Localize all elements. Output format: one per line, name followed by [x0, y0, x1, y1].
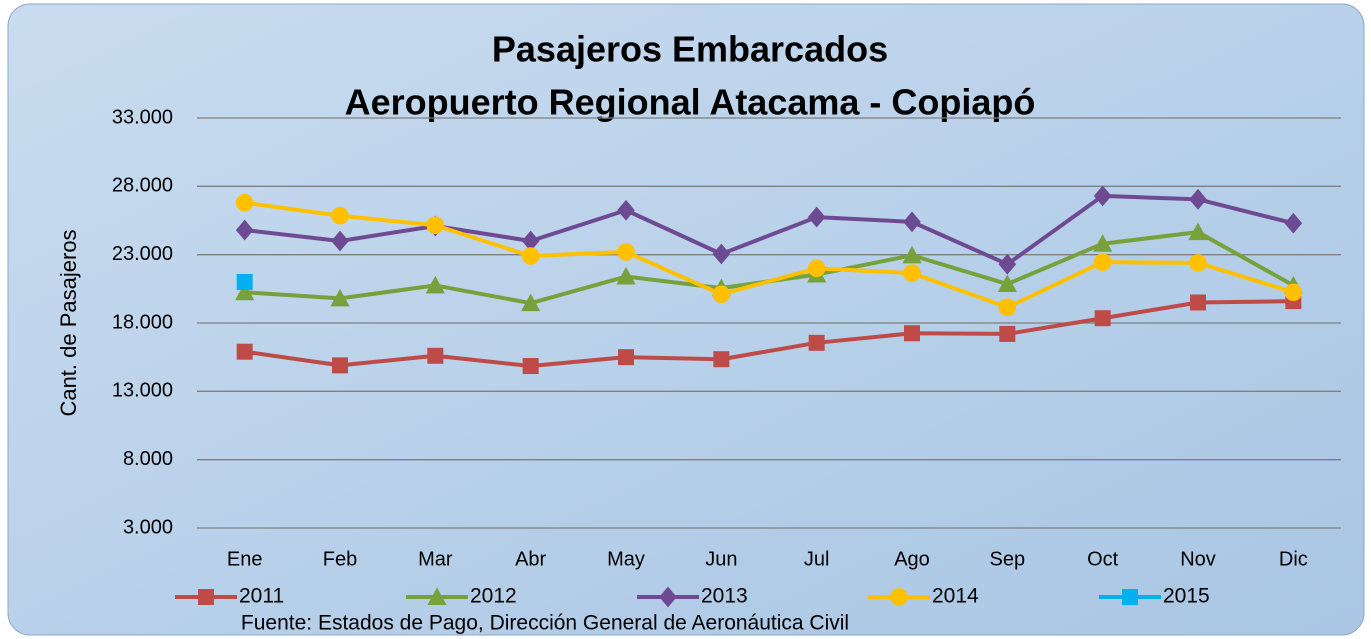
marker: [236, 274, 253, 290]
chart-subtitle: Aeropuerto Regional Atacama - Copiapó: [345, 82, 1036, 123]
marker: [331, 230, 349, 252]
y-tick-label: 13.000: [112, 380, 173, 402]
legend-label: 2015: [1163, 585, 1210, 608]
marker: [1188, 222, 1208, 241]
y-tick-label: 23.000: [112, 243, 173, 265]
marker: [807, 206, 826, 228]
marker: [1094, 310, 1111, 327]
legend-label: 2014: [932, 585, 979, 608]
marker: [616, 266, 636, 285]
x-tick-label: Nov: [1180, 548, 1216, 570]
marker: [332, 357, 348, 374]
y-axis-label: Cant. de Pasajeros: [56, 229, 81, 416]
marker: [521, 247, 540, 265]
marker: [235, 282, 255, 301]
marker: [1093, 185, 1112, 207]
legend-label: 2011: [239, 585, 284, 608]
legend-label: 2013: [701, 585, 748, 608]
marker: [236, 343, 253, 360]
marker: [1284, 283, 1303, 302]
series-line: [244, 193, 1294, 267]
source-note: Fuente: Estados de Pago, Dirección Gener…: [241, 612, 849, 635]
series-line: [244, 299, 1294, 369]
marker: [617, 199, 635, 221]
marker: [659, 586, 677, 608]
y-tick-label: 3.000: [123, 516, 173, 538]
y-tick-label: 28.000: [112, 175, 173, 197]
marker: [1284, 212, 1303, 234]
marker: [712, 285, 731, 304]
marker: [235, 193, 254, 212]
x-tick-label: Jul: [804, 548, 830, 570]
marker: [807, 259, 826, 278]
x-tick-label: Mar: [418, 548, 453, 570]
marker: [808, 334, 825, 351]
marker: [1190, 294, 1206, 311]
marker: [713, 351, 730, 368]
marker: [999, 325, 1016, 342]
marker: [521, 293, 541, 312]
marker: [903, 211, 921, 233]
x-tick-label: Sep: [990, 548, 1026, 570]
chart-title: Pasajeros Embarcados: [492, 29, 888, 70]
y-tick-label: 8.000: [123, 448, 173, 470]
marker: [1189, 254, 1207, 272]
x-tick-label: Abr: [515, 548, 546, 570]
marker: [522, 358, 539, 375]
marker: [902, 245, 922, 264]
background: [7, 3, 1365, 636]
marker: [998, 253, 1017, 275]
marker: [331, 206, 349, 225]
x-tick-label: Feb: [323, 548, 357, 570]
marker: [426, 216, 445, 235]
x-tick-label: Jun: [705, 548, 737, 570]
marker: [521, 230, 540, 252]
series-line: [244, 200, 1294, 310]
marker: [712, 243, 731, 265]
marker: [330, 288, 350, 307]
marker: [425, 275, 445, 294]
marker: [998, 298, 1017, 317]
marker: [1093, 234, 1113, 252]
marker: [997, 274, 1017, 293]
y-tick-label: 18.000: [112, 311, 173, 333]
marker: [198, 589, 214, 605]
marker: [903, 264, 921, 282]
legend-label: 2012: [470, 585, 517, 608]
x-tick-label: Dic: [1279, 548, 1308, 570]
x-tick-label: Oct: [1087, 548, 1119, 570]
marker: [617, 243, 635, 261]
marker: [904, 325, 920, 342]
marker: [890, 588, 908, 606]
x-tick-label: Ago: [894, 548, 930, 570]
marker: [1122, 589, 1138, 605]
x-tick-label: May: [607, 548, 645, 570]
marker: [235, 219, 254, 241]
marker: [427, 347, 444, 364]
y-tick-label: 33.000: [112, 106, 173, 128]
marker: [1093, 253, 1112, 271]
marker: [427, 587, 447, 605]
x-tick-label: Ene: [227, 548, 263, 570]
marker: [1189, 188, 1207, 210]
marker: [618, 349, 634, 366]
